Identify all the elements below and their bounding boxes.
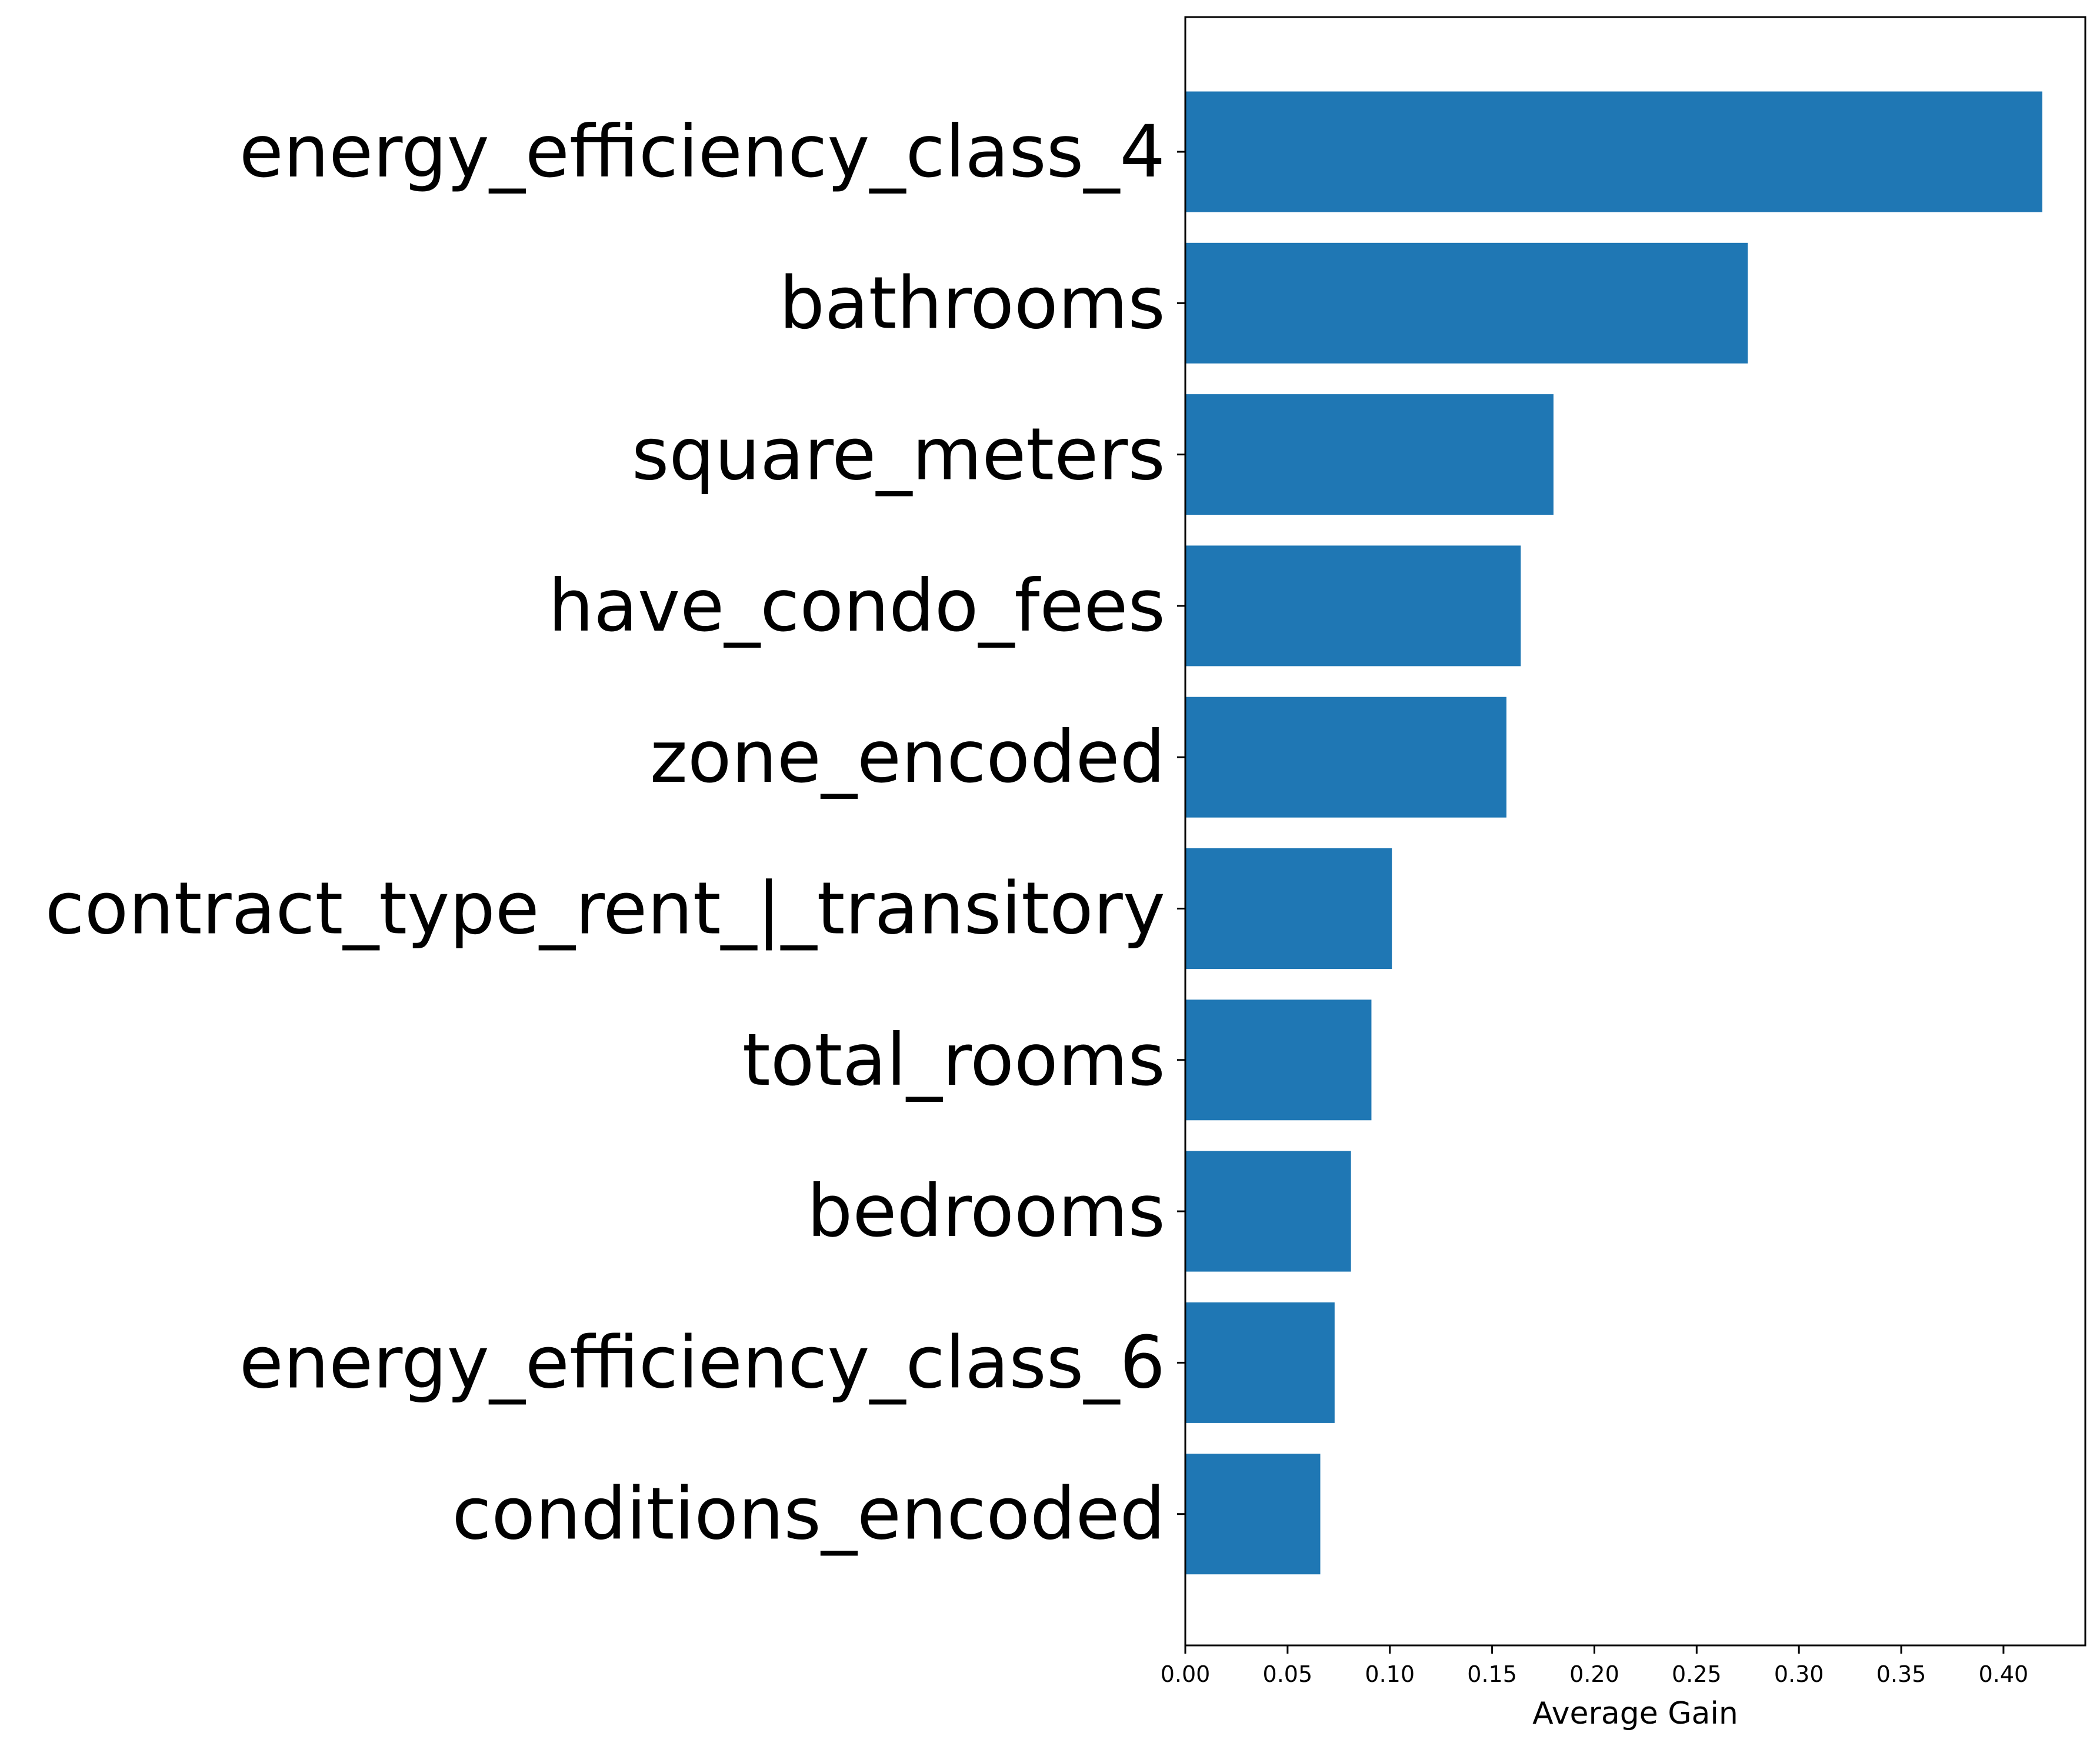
x-axis-title: Average Gain bbox=[1532, 1696, 1738, 1731]
bar-contract-type-rent-transitory bbox=[1185, 848, 1392, 969]
x-ticks: 0.00 0.05 0.10 0.15 0.20 0.25 0.30 0.35 0.40 bbox=[1161, 1645, 2029, 1687]
x-tick-label: 0.35 bbox=[1876, 1661, 1926, 1687]
y-tick-labels: energy_efficiency_class_4 bathrooms square… bbox=[45, 110, 1165, 1556]
x-tick-label: 0.00 bbox=[1161, 1661, 1211, 1687]
x-tick-label: 0.25 bbox=[1672, 1661, 1722, 1687]
bar-conditions-encoded bbox=[1185, 1454, 1321, 1575]
x-tick-label: 0.20 bbox=[1569, 1661, 1619, 1687]
bar-total-rooms bbox=[1185, 999, 1372, 1121]
bar-energy-efficiency-class-6 bbox=[1185, 1302, 1335, 1423]
y-tick-label: contract_type_rent_|_transitory bbox=[45, 867, 1165, 951]
y-tick-label: square_meters bbox=[632, 413, 1165, 497]
bar-have-condo-fees bbox=[1185, 545, 1521, 667]
x-tick-label: 0.05 bbox=[1263, 1661, 1313, 1687]
bar-square-meters bbox=[1185, 394, 1554, 515]
bar-bedrooms bbox=[1185, 1151, 1351, 1272]
y-tick-label: bathrooms bbox=[779, 261, 1165, 345]
x-tick-label: 0.40 bbox=[1979, 1661, 2029, 1687]
y-tick-label: conditions_encoded bbox=[452, 1472, 1165, 1556]
y-tick-label: bedrooms bbox=[807, 1169, 1165, 1253]
y-tick-label: total_rooms bbox=[742, 1018, 1165, 1102]
y-tick-label: have_condo_fees bbox=[548, 564, 1165, 648]
y-tick-label: energy_efficiency_class_4 bbox=[239, 110, 1165, 194]
bar-zone-encoded bbox=[1185, 697, 1506, 818]
y-tick-marks bbox=[1177, 151, 1185, 1515]
x-tick-label: 0.10 bbox=[1365, 1661, 1415, 1687]
y-tick-label: energy_efficiency_class_6 bbox=[239, 1321, 1165, 1404]
bar-bathrooms bbox=[1185, 242, 1748, 364]
x-tick-label: 0.30 bbox=[1774, 1661, 1824, 1687]
plot-frame bbox=[1184, 16, 2086, 1647]
y-tick-label: zone_encoded bbox=[650, 715, 1165, 799]
bars-group bbox=[1185, 91, 2042, 1575]
bar-energy-efficiency-class-4 bbox=[1185, 91, 2042, 212]
x-tick-label: 0.15 bbox=[1467, 1661, 1517, 1687]
